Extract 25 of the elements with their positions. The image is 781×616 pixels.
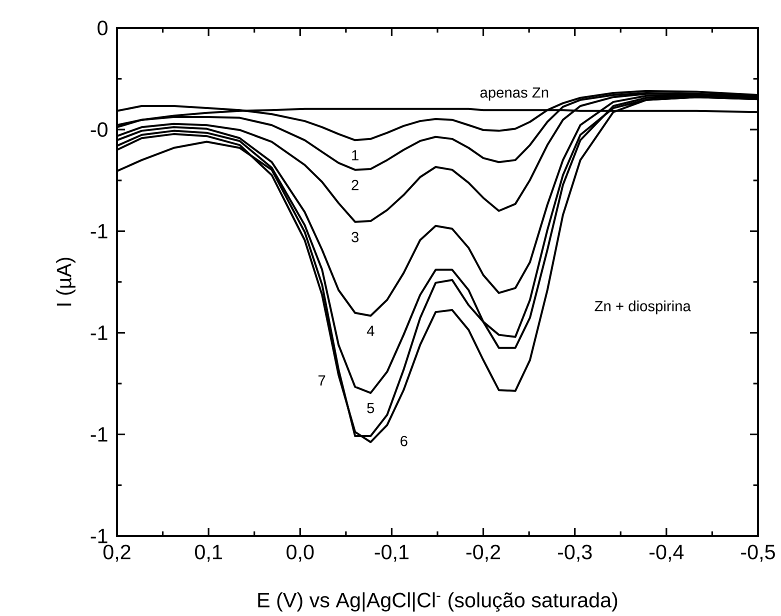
x-tick-label: -0,1 [374, 544, 408, 562]
x-tick-label: -0,3 [558, 544, 592, 562]
x-tick-label: -0,2 [466, 544, 500, 562]
x-tick-label: -0,4 [650, 544, 684, 562]
series-label: 4 [366, 326, 374, 336]
series-label: 1 [352, 150, 358, 160]
series-label: 6 [400, 436, 408, 446]
series-label: 3 [352, 232, 359, 242]
y-tick-label: -1 [90, 326, 108, 340]
annotation: Zn + diospirina [594, 300, 691, 314]
series-label: 2 [352, 180, 358, 190]
y-tick-label: 0 [98, 20, 108, 36]
y-tick-label: -0 [90, 122, 108, 137]
x-tick-label: 0,2 [103, 544, 130, 562]
x-tick-label: -0,5 [741, 544, 775, 562]
y-tick-label: -1 [90, 528, 108, 544]
x-axis-title: E (V) vs Ag|AgCl|Cl$^{-}$ (solução saturada) [258, 592, 618, 612]
series-label: 5 [367, 402, 374, 414]
annotation: apenas Zn [480, 87, 548, 101]
y-tick-label: -1 [90, 427, 108, 442]
x-tick-label: 0,1 [195, 544, 222, 562]
series-label: 7 [318, 375, 326, 386]
y-axis-title: I (µA) [56, 258, 76, 306]
y-tick-label: -1 [90, 224, 108, 238]
x-tick-label: 0,0 [286, 544, 314, 562]
